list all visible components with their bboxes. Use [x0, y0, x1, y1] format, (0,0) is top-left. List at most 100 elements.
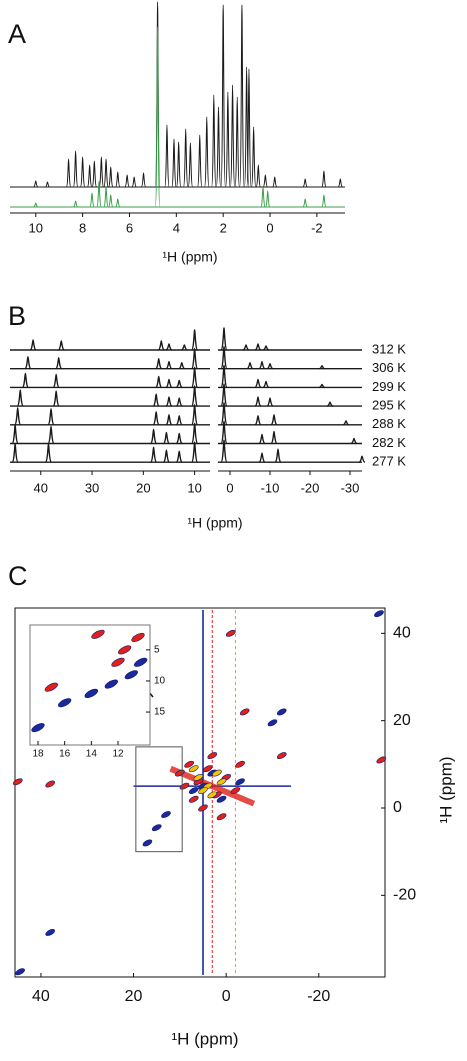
series-label: 288 K	[372, 416, 406, 431]
spectrum-peak	[342, 420, 350, 426]
cross-peak	[225, 629, 236, 637]
spectrum-peak	[165, 414, 173, 426]
spectrum-peak	[108, 194, 114, 208]
spectrum-peak	[11, 424, 19, 445]
x-axis-label: ¹H (ppm)	[162, 249, 217, 265]
cross-peak	[276, 752, 287, 760]
spectrum-peak	[197, 134, 203, 188]
spectrum-peak	[175, 379, 183, 389]
spectrum-peak	[190, 347, 199, 370]
spectrum-peak	[302, 178, 308, 188]
x-tick-label: -10	[261, 480, 280, 495]
spectrum-peak	[33, 202, 39, 208]
spectrum-peak	[318, 383, 326, 389]
spectrum-peak	[47, 408, 55, 426]
spectrum-peak	[149, 428, 158, 445]
spectrum-peak	[21, 372, 30, 389]
spectrum-peak	[266, 362, 274, 370]
cross-peak	[235, 778, 245, 786]
cross-peak	[230, 787, 241, 794]
x-tick-label: 10	[187, 480, 201, 495]
spectrum-peak	[45, 181, 50, 188]
spectrum-peak	[131, 176, 137, 188]
spectrum-peak	[115, 198, 121, 208]
spectrum-peak	[152, 411, 160, 426]
spectrum-peak	[65, 158, 72, 188]
spectrum-peak	[73, 200, 79, 208]
cross-peak	[207, 791, 218, 799]
x-tick-label: -30	[341, 480, 360, 495]
cross-peak	[118, 645, 132, 655]
spectrum-peak	[225, 91, 231, 188]
x-tick-label: -20	[307, 988, 330, 1005]
y-tick-label: 15	[154, 707, 166, 718]
spectrum-peak	[165, 396, 173, 407]
x-tick-label: 6	[126, 220, 133, 235]
spectrum-peak	[190, 404, 199, 426]
cross-peak	[188, 787, 199, 794]
series-label: 312 K	[372, 341, 406, 356]
spectrum-peak	[175, 397, 183, 407]
cross-peak	[84, 688, 98, 698]
x-tick-label: 2	[220, 220, 227, 235]
spectrum-peak	[163, 431, 170, 445]
spectrum-peak	[149, 446, 158, 463]
cross-peak	[104, 679, 118, 689]
y-tick-label: 0	[393, 799, 402, 816]
cross-peak	[124, 670, 138, 680]
spectrum-peak	[239, 4, 245, 188]
spectrum-peak	[47, 425, 55, 445]
spectrum-peak	[183, 128, 189, 188]
cross-peak	[202, 765, 213, 773]
spectrum-peak	[86, 164, 93, 188]
cross-peak	[91, 629, 105, 639]
x-tick-label: -20	[301, 480, 320, 495]
spectrum-peak	[16, 389, 24, 407]
spectrum-peak	[254, 415, 262, 426]
cross-peak	[212, 769, 222, 777]
spectrum-peak	[220, 420, 228, 445]
x-tick-label: 18	[32, 749, 44, 760]
series-label: 299 K	[372, 379, 406, 394]
spectrum-peak	[250, 126, 257, 188]
y-tick-label: 5	[154, 645, 160, 656]
spectrum-peak	[98, 156, 105, 188]
cross-peak	[374, 610, 384, 618]
cross-peak	[198, 787, 208, 794]
spectrum-peak	[103, 158, 109, 188]
x-tick-label: 12	[112, 749, 124, 760]
spectrum-peak	[165, 343, 173, 351]
spectrum-peak	[229, 84, 236, 188]
spectrum-peak	[24, 355, 32, 370]
cross-peak	[15, 968, 25, 976]
spectrum-peak	[157, 340, 165, 351]
spectrum-peak	[96, 180, 102, 208]
spectrum-peak	[165, 360, 173, 370]
spectrum-peak	[89, 192, 95, 208]
spectrum-peak	[187, 142, 194, 188]
spectrum-peak	[266, 397, 274, 407]
spectrum-peak	[175, 141, 182, 188]
spectrum-peak	[220, 327, 228, 351]
inset-frame	[29, 624, 151, 746]
spectrum-peak	[337, 178, 343, 188]
x-tick-label: 30	[85, 480, 99, 495]
spectrum-peak	[140, 172, 147, 188]
spectrum-peak	[181, 344, 188, 351]
spectrum-peak	[152, 393, 160, 407]
cross-peak	[376, 756, 387, 764]
spectrum-peak	[264, 190, 271, 208]
x-axis-label: ¹H (ppm)	[187, 515, 242, 531]
spectrum-peak	[262, 380, 270, 389]
spectrum-peak	[246, 361, 254, 370]
cross-peak	[161, 811, 171, 819]
cross-peak	[184, 760, 194, 768]
spectrum-peak	[321, 170, 327, 188]
cross-peak	[188, 765, 199, 773]
series-label: 295 K	[372, 398, 406, 413]
spectrum-peak	[11, 443, 19, 463]
cross-peak	[134, 657, 148, 667]
cross-peak	[111, 657, 125, 667]
y-tick-label: 40	[393, 625, 411, 642]
spectrum-peak	[108, 166, 114, 188]
